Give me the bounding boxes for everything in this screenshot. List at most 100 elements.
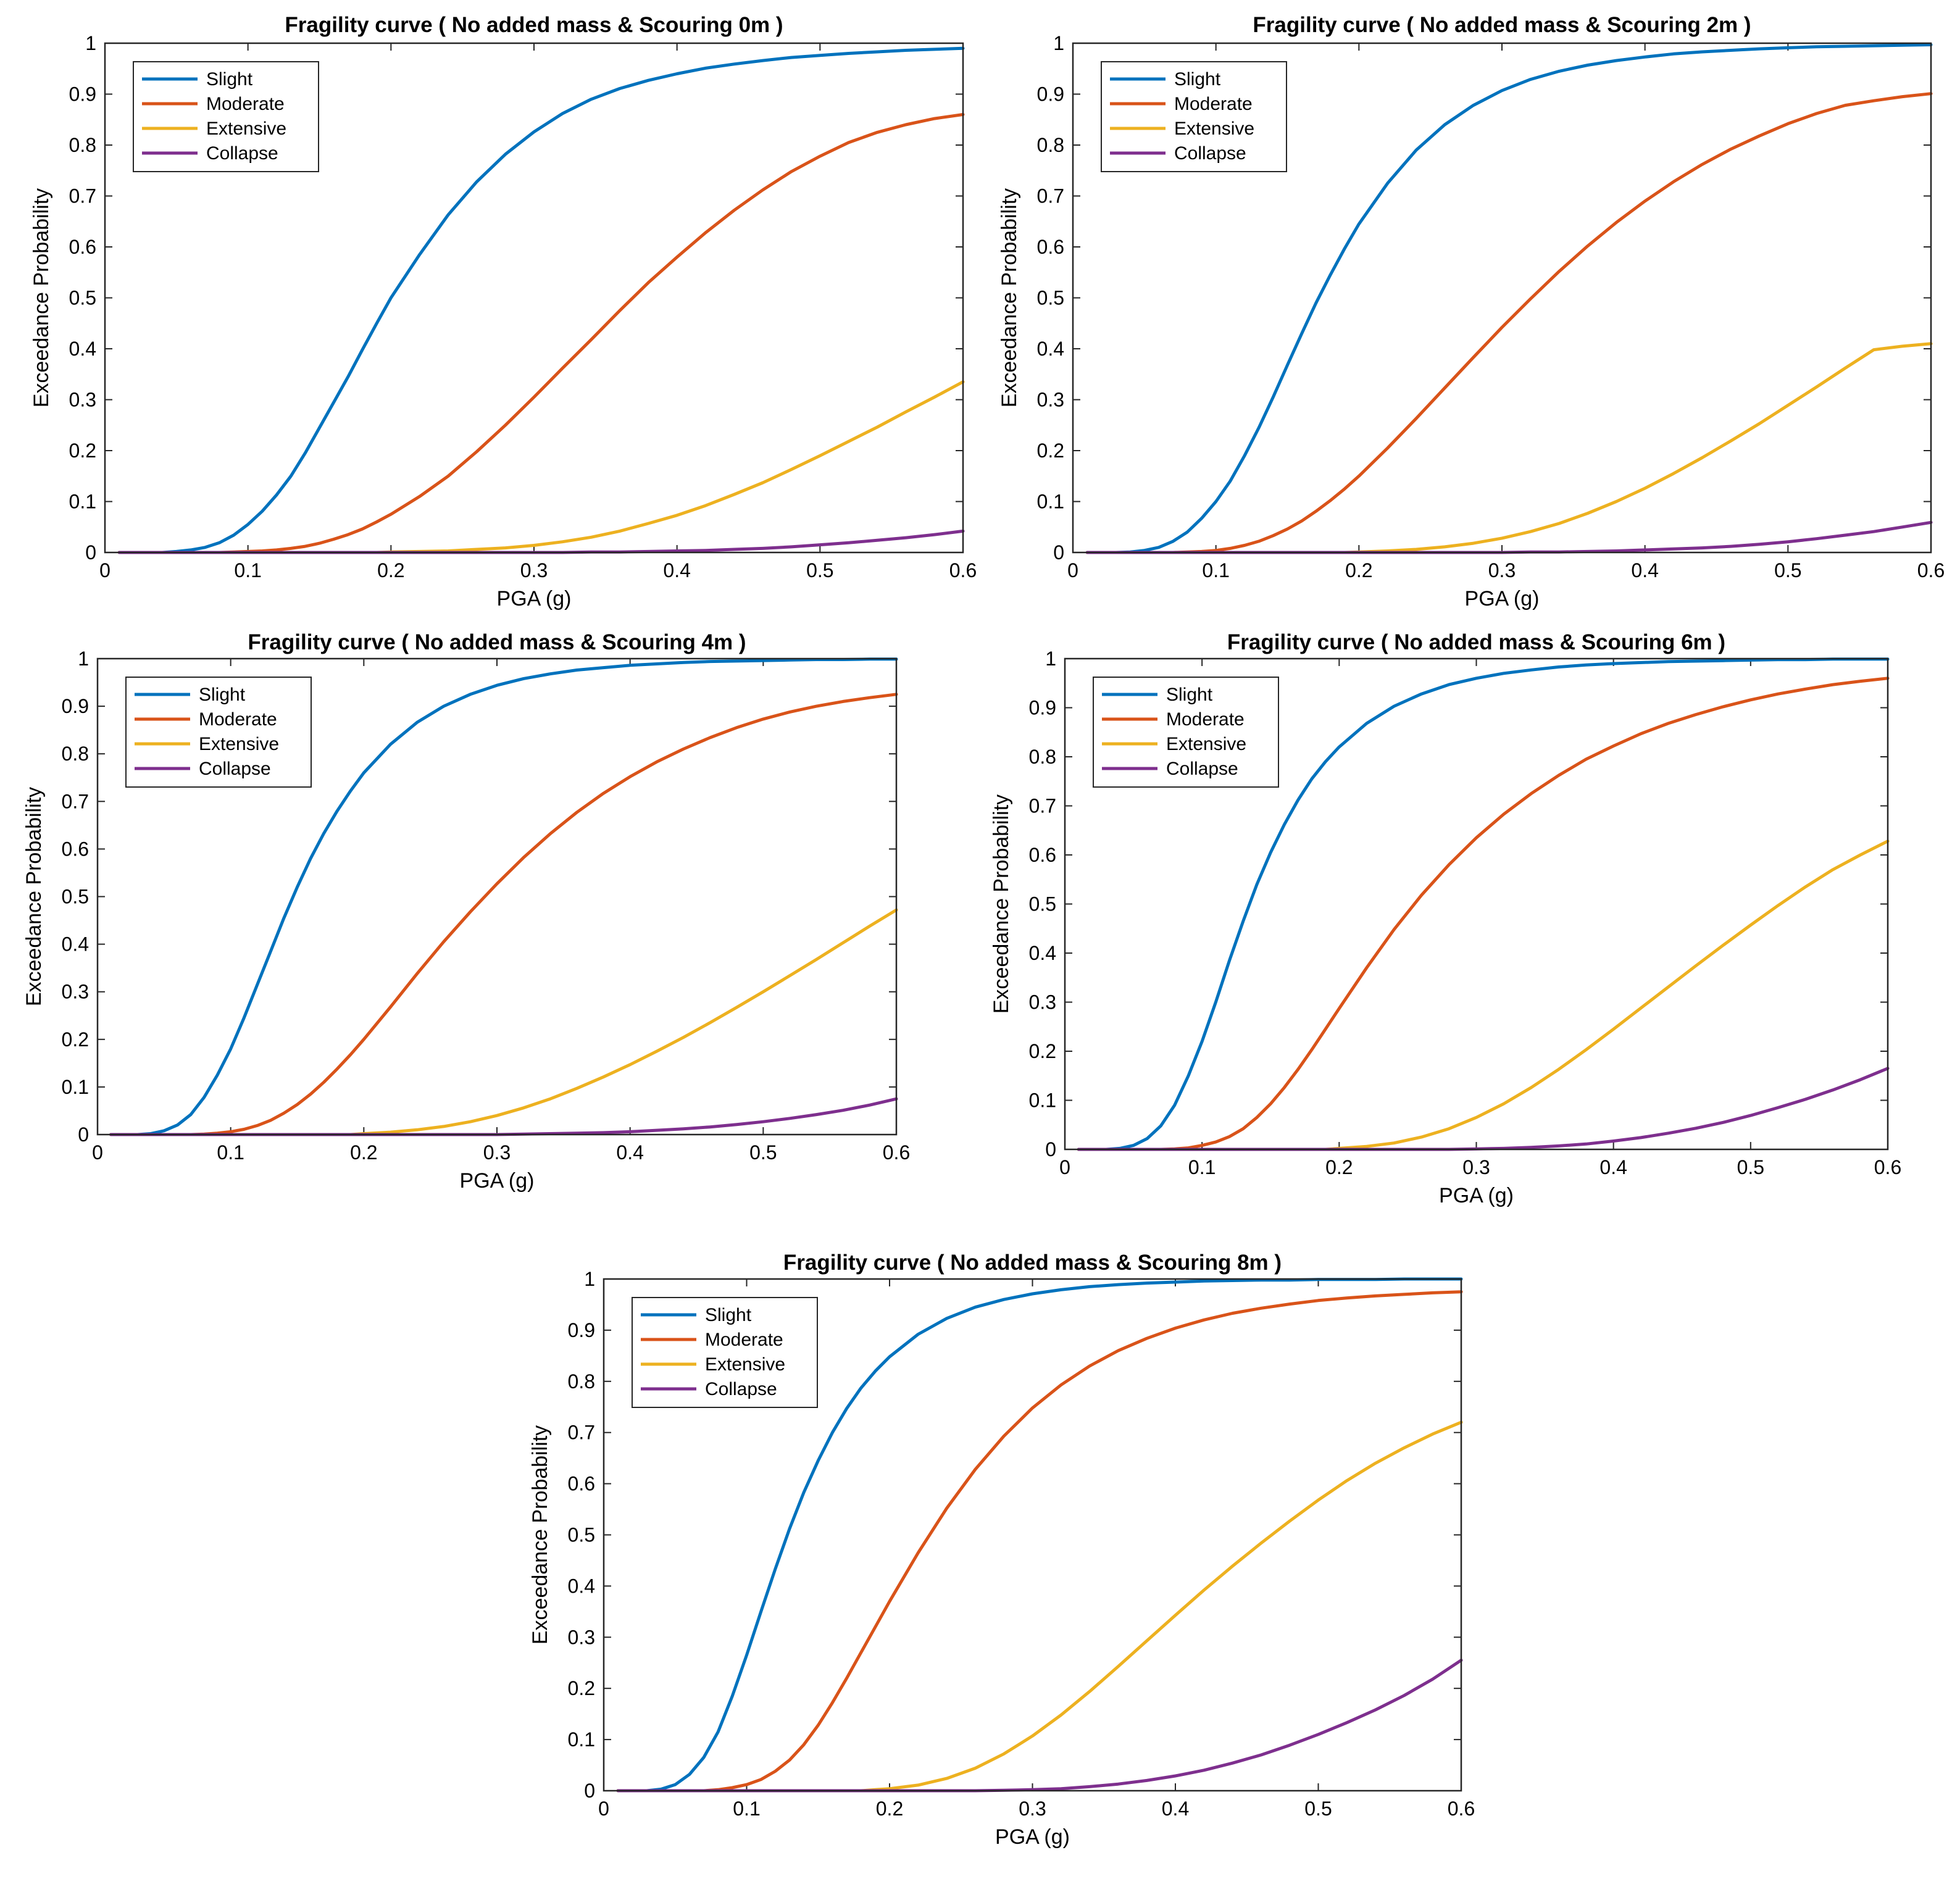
legend-label-moderate: Moderate (705, 1330, 783, 1350)
y-tick-label: 0.4 (1029, 942, 1056, 964)
x-axis-label: PGA (g) (995, 1825, 1070, 1849)
x-tick-label: 0.3 (1019, 1798, 1046, 1820)
series-line-slight (1085, 43, 1933, 554)
y-tick-label: 0.6 (568, 1473, 595, 1495)
x-tick-label: 0.4 (663, 559, 690, 581)
x-tick-label: 0.6 (883, 1141, 910, 1164)
legend-label-extensive: Extensive (206, 119, 286, 139)
legend-label-extensive: Extensive (705, 1354, 785, 1375)
y-axis-label: Exceedance Probability (30, 188, 53, 407)
legend-label-extensive: Extensive (1174, 119, 1254, 139)
y-tick-label: 0.1 (62, 1076, 89, 1098)
y-tick-label: 0.2 (1037, 440, 1064, 462)
y-tick-label: 0.4 (568, 1575, 595, 1597)
x-tick-label: 0.2 (377, 559, 404, 581)
x-tick-label: 0.1 (234, 559, 261, 581)
x-tick-label: 0.1 (1188, 1156, 1216, 1178)
y-tick-label: 0 (584, 1780, 595, 1802)
x-tick-label: 0.5 (1304, 1798, 1332, 1820)
y-tick-label: 0.5 (62, 886, 89, 908)
x-tick-label: 0.3 (520, 559, 548, 581)
y-tick-label: 0.1 (69, 491, 96, 513)
y-tick-label: 0.6 (1029, 844, 1056, 866)
x-tick-label: 0.2 (1325, 1156, 1353, 1178)
y-tick-label: 0.4 (69, 338, 96, 360)
y-tick-label: 0.4 (62, 933, 89, 956)
y-tick-label: 1 (78, 648, 89, 670)
x-tick-label: 0.6 (949, 559, 977, 581)
x-tick-label: 0.3 (1462, 1156, 1490, 1178)
legend-label-moderate: Moderate (199, 709, 277, 730)
x-tick-label: 0.3 (1488, 559, 1516, 581)
y-tick-label: 0.6 (69, 236, 96, 258)
x-tick-label: 0 (598, 1798, 609, 1820)
y-tick-label: 0.7 (62, 790, 89, 812)
y-tick-label: 0 (78, 1123, 89, 1146)
x-tick-label: 0.5 (806, 559, 833, 581)
y-tick-label: 0.2 (1029, 1040, 1056, 1062)
y-tick-label: 0.9 (62, 695, 89, 717)
x-tick-label: 0.3 (483, 1141, 511, 1164)
y-tick-label: 0.5 (568, 1524, 595, 1546)
legend-label-slight: Slight (1174, 69, 1221, 90)
legend-label-extensive: Extensive (1166, 734, 1246, 754)
x-tick-label: 0 (99, 559, 111, 581)
y-tick-label: 0.1 (568, 1728, 595, 1751)
x-axis-label: PGA (g) (1465, 587, 1540, 610)
legend-label-slight: Slight (1166, 685, 1213, 705)
x-tick-label: 0.1 (217, 1141, 244, 1164)
x-tick-label: 0.4 (1162, 1798, 1189, 1820)
y-tick-label: 0.1 (1037, 491, 1064, 513)
legend-label-moderate: Moderate (1166, 709, 1245, 730)
axes-box (603, 1278, 1462, 1792)
chart-title: Fragility curve ( No added mass & Scouri… (1253, 13, 1751, 37)
x-tick-label: 0.4 (1599, 1156, 1627, 1178)
y-tick-label: 0.4 (1037, 338, 1064, 360)
legend-label-moderate: Moderate (1174, 94, 1253, 114)
y-tick-label: 0.8 (1037, 134, 1064, 156)
x-tick-label: 0.1 (1202, 559, 1229, 581)
x-tick-label: 0.4 (1631, 559, 1658, 581)
series-line-slight (117, 46, 965, 554)
y-tick-label: 0.9 (1037, 83, 1064, 106)
x-axis-label: PGA (g) (460, 1169, 535, 1193)
subplot-0: Fragility curve ( No added mass & Scouri… (30, 13, 977, 610)
y-tick-label: 0.6 (1037, 236, 1064, 258)
y-axis-label: Exceedance Probability (22, 787, 46, 1006)
y-tick-label: 0.9 (1029, 697, 1056, 719)
x-tick-label: 0.5 (1737, 1156, 1764, 1178)
y-tick-label: 0.2 (568, 1677, 595, 1699)
x-axis-label: PGA (g) (1439, 1184, 1514, 1207)
chart-title: Fragility curve ( No added mass & Scouri… (1227, 630, 1725, 654)
y-tick-label: 0 (1053, 541, 1064, 564)
y-tick-label: 0.3 (1029, 991, 1056, 1014)
x-tick-label: 0.2 (1345, 559, 1372, 581)
legend-label-slight: Slight (206, 69, 253, 90)
y-tick-label: 0.8 (1029, 746, 1056, 768)
y-tick-label: 0.8 (568, 1370, 595, 1393)
y-tick-label: 1 (85, 32, 96, 54)
chart-title: Fragility curve ( No added mass & Scouri… (783, 1251, 1282, 1275)
y-axis-label: Exceedance Probability (998, 188, 1021, 407)
y-tick-label: 0.1 (1029, 1089, 1056, 1112)
chart-title: Fragility curve ( No added mass & Scouri… (285, 13, 783, 37)
x-tick-label: 0.2 (876, 1798, 903, 1820)
legend-label-extensive: Extensive (199, 734, 279, 754)
y-axis-label: Exceedance Probability (990, 794, 1013, 1014)
x-tick-label: 0 (1059, 1156, 1070, 1178)
legend-label-slight: Slight (199, 685, 246, 705)
x-tick-label: 0.6 (1874, 1156, 1901, 1178)
legend-label-collapse: Collapse (1174, 143, 1246, 164)
subplot-4: Fragility curve ( No added mass & Scouri… (528, 1251, 1475, 1849)
legend-label-moderate: Moderate (206, 94, 285, 114)
legend-label-collapse: Collapse (1166, 759, 1238, 779)
legend-label-collapse: Collapse (206, 143, 278, 164)
y-tick-label: 0.3 (62, 981, 89, 1003)
series-line-slight (616, 1277, 1463, 1793)
y-tick-label: 1 (1045, 648, 1056, 670)
x-tick-label: 0.2 (350, 1141, 377, 1164)
series-line-slight (1077, 657, 1890, 1151)
y-tick-label: 0.6 (62, 838, 89, 860)
y-tick-label: 0.8 (62, 743, 89, 765)
